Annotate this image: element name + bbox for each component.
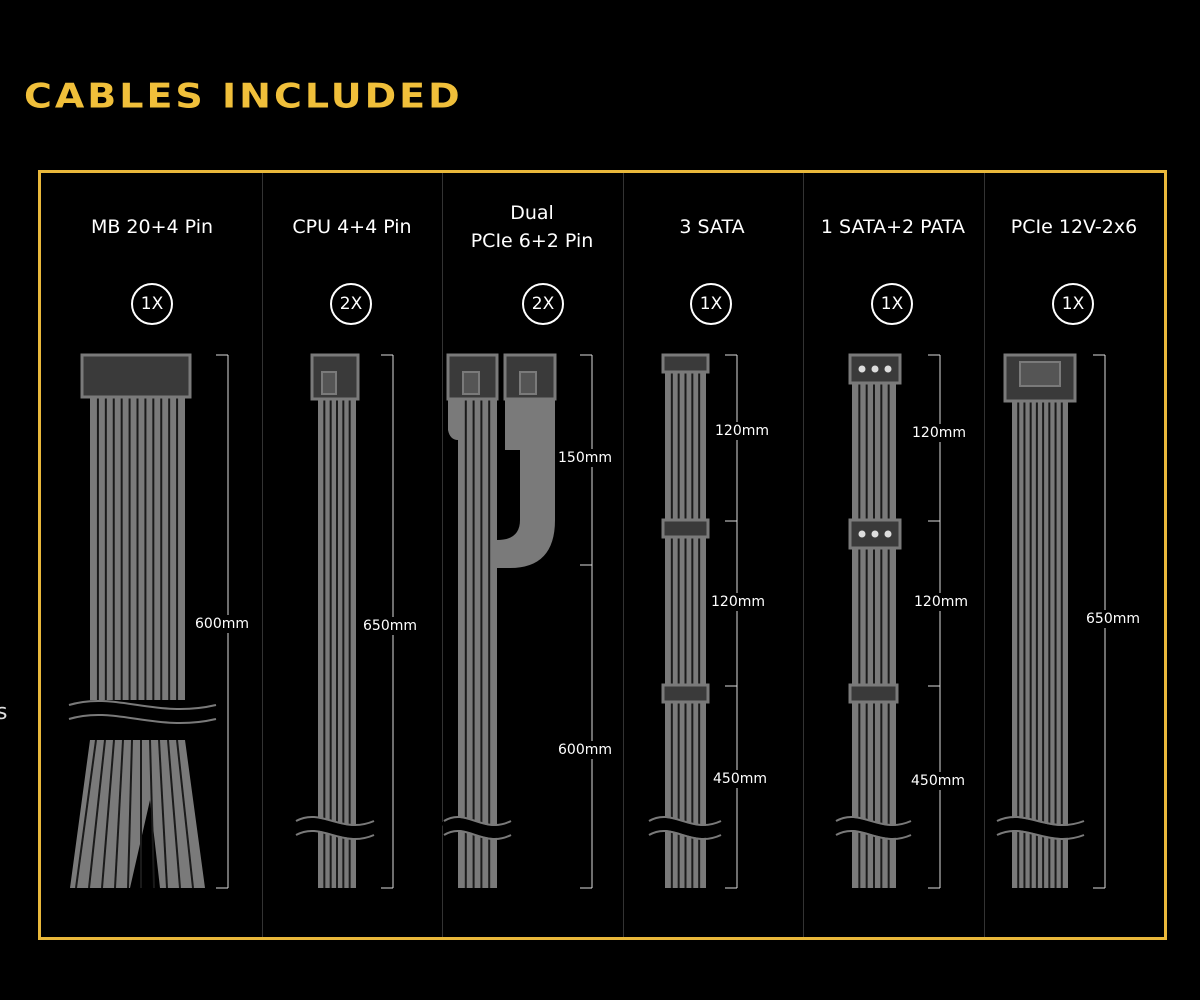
molex-pin: [858, 365, 866, 373]
cable-wires-branch: [497, 398, 555, 568]
wire-gap: [167, 739, 181, 889]
length-label: 120mm: [711, 593, 765, 611]
cable-break: [994, 818, 1087, 838]
qty-badge-sata-pata: 1X: [871, 283, 913, 325]
column-divider: [623, 173, 624, 937]
wire-gap: [101, 739, 115, 889]
page-title: CABLES INCLUDED: [24, 76, 463, 116]
length-label: 450mm: [911, 772, 965, 790]
wire-gap: [149, 739, 155, 889]
qty-badge-pcie12v: 1X: [1052, 283, 1094, 325]
cable-title-pcie-line1: Dual: [510, 202, 554, 224]
cable-break-edge: [835, 829, 912, 841]
qty-badge-cpu: 2X: [330, 283, 372, 325]
cable-break: [440, 817, 514, 839]
cable-title-pcie12v: PCIe 12V-2x6: [1010, 216, 1138, 238]
molex-pin: [871, 530, 879, 538]
wire-gap: [176, 739, 194, 889]
column-divider: [262, 173, 263, 937]
cable-break-edge: [648, 829, 722, 841]
cable-break-edge: [443, 815, 512, 827]
cropped-edge-text: s: [0, 700, 8, 725]
length-label: 600mm: [195, 615, 249, 633]
cable-break-edge: [648, 815, 722, 827]
molex-pin: [858, 530, 866, 538]
wire-gap: [75, 739, 97, 889]
cable-title-sata: 3 SATA: [679, 216, 745, 238]
connector-sense-pins: [1019, 361, 1061, 387]
cable-title-mb: MB 20+4 Pin: [90, 216, 214, 238]
molex-pin: [884, 530, 892, 538]
length-label: 600mm: [558, 741, 612, 759]
length-label: 650mm: [363, 617, 417, 635]
cable-break-edge: [295, 815, 375, 827]
connector-sata: [661, 518, 710, 539]
cables-frame: [38, 170, 1167, 940]
cable-wires: [1012, 400, 1068, 888]
cable-title-pcie-line2: PCIe 6+2 Pin: [470, 230, 594, 252]
cable-break: [645, 817, 724, 839]
wire-gap: [127, 739, 133, 889]
qty-badge-pcie: 2X: [522, 283, 564, 325]
wire-gap: [88, 739, 106, 889]
column-divider: [984, 173, 985, 937]
cable-title-cpu: CPU 4+4 Pin: [292, 216, 412, 238]
cable-title-sata-pata: 1 SATA+2 PATA: [820, 216, 966, 238]
wire-gap: [158, 739, 168, 889]
length-label: 120mm: [914, 593, 968, 611]
cable-break-edge: [835, 815, 912, 827]
connector-sata: [661, 353, 710, 374]
connector-sata: [848, 683, 899, 704]
cable-break-edge: [295, 829, 375, 841]
connector-latch: [321, 371, 337, 395]
cable-break-edge: [443, 829, 512, 841]
cable-wires-branch: [448, 398, 458, 440]
length-label: 120mm: [912, 424, 966, 442]
cable-break-edge: [68, 699, 217, 711]
connector-sata: [661, 683, 710, 704]
length-label: 650mm: [1086, 610, 1140, 628]
length-label: 120mm: [715, 422, 769, 440]
connector-latch: [519, 371, 537, 395]
cable-break-edge: [996, 830, 1085, 840]
column-divider: [803, 173, 804, 937]
length-label: 450mm: [713, 770, 767, 788]
molex-pin: [871, 365, 879, 373]
cable-break-edge: [996, 816, 1085, 826]
cable-wires: [458, 398, 497, 888]
wire-gap: [114, 739, 124, 889]
cable-break-edge: [68, 713, 217, 725]
cable-break: [833, 817, 914, 839]
molex-pin: [884, 365, 892, 373]
cable-break: [67, 701, 218, 723]
column-divider: [442, 173, 443, 937]
connector-latch: [462, 371, 480, 395]
qty-badge-sata: 1X: [690, 283, 732, 325]
connector-mb: [80, 353, 192, 399]
length-label: 150mm: [558, 449, 612, 467]
qty-badge-mb: 1X: [131, 283, 173, 325]
cable-break: [293, 817, 377, 839]
